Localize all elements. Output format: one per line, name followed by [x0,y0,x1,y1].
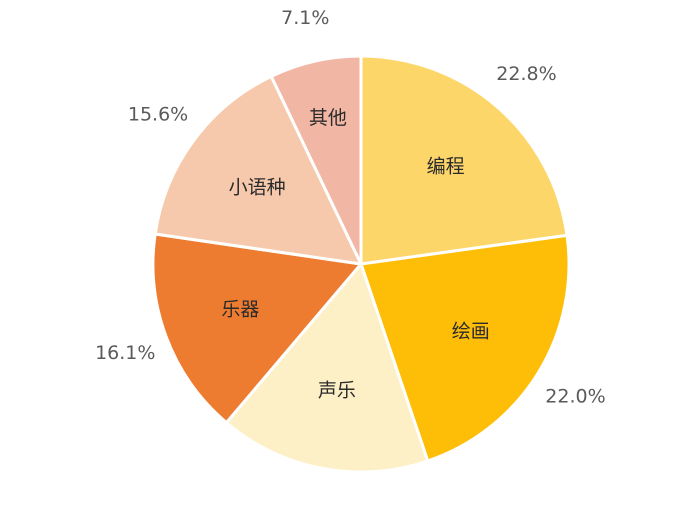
percent-label: 16.1% [95,342,155,364]
slice-label: 乐器 [221,299,259,321]
slice-label: 小语种 [229,177,286,199]
percent-label: 15.6% [128,104,188,126]
slice-label: 声乐 [318,380,356,402]
percent-label: 22.0% [545,385,605,407]
slice-label: 绘画 [452,321,490,343]
slice-label: 编程 [427,156,465,178]
percent-label: 22.8% [496,63,556,85]
slices-layer [153,56,569,472]
slice-label: 其他 [309,107,347,129]
percent-label: 7.1% [281,7,329,29]
